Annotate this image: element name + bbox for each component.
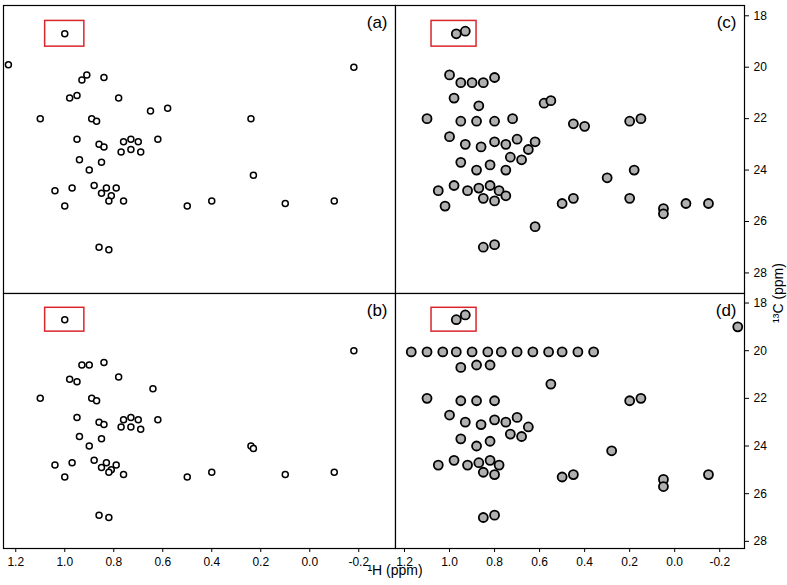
svg-text:20: 20 xyxy=(754,60,768,74)
svg-text:1.2: 1.2 xyxy=(7,555,24,569)
svg-text:0.2: 0.2 xyxy=(252,555,269,569)
svg-text:0.8: 0.8 xyxy=(486,555,503,569)
svg-text:0.6: 0.6 xyxy=(154,555,171,569)
svg-text:0.0: 0.0 xyxy=(666,555,683,569)
svg-text:24: 24 xyxy=(754,439,768,453)
svg-text:18: 18 xyxy=(754,296,768,310)
svg-text:(b): (b) xyxy=(367,301,388,320)
svg-text:28: 28 xyxy=(754,534,768,548)
svg-text:0.8: 0.8 xyxy=(105,555,122,569)
svg-text:26: 26 xyxy=(754,214,768,228)
svg-text:22: 22 xyxy=(754,111,768,125)
svg-text:(d): (d) xyxy=(716,301,737,320)
svg-text:0.2: 0.2 xyxy=(621,555,638,569)
svg-text:18: 18 xyxy=(754,9,768,23)
svg-text:0.0: 0.0 xyxy=(301,555,318,569)
svg-text:26: 26 xyxy=(754,487,768,501)
svg-text:20: 20 xyxy=(754,344,768,358)
svg-text:24: 24 xyxy=(754,163,768,177)
svg-text:-0.2: -0.2 xyxy=(709,555,730,569)
svg-text:0.4: 0.4 xyxy=(576,555,593,569)
svg-text:0.4: 0.4 xyxy=(203,555,220,569)
svg-text:(c): (c) xyxy=(717,13,737,32)
svg-text:0.6: 0.6 xyxy=(531,555,548,569)
svg-text:1.0: 1.0 xyxy=(441,555,458,569)
svg-text:(a): (a) xyxy=(367,13,388,32)
svg-text:1.0: 1.0 xyxy=(56,555,73,569)
svg-text:28: 28 xyxy=(754,266,768,280)
svg-text:1.2: 1.2 xyxy=(396,555,413,569)
svg-text:22: 22 xyxy=(754,391,768,405)
svg-text:-0.2: -0.2 xyxy=(348,555,369,569)
